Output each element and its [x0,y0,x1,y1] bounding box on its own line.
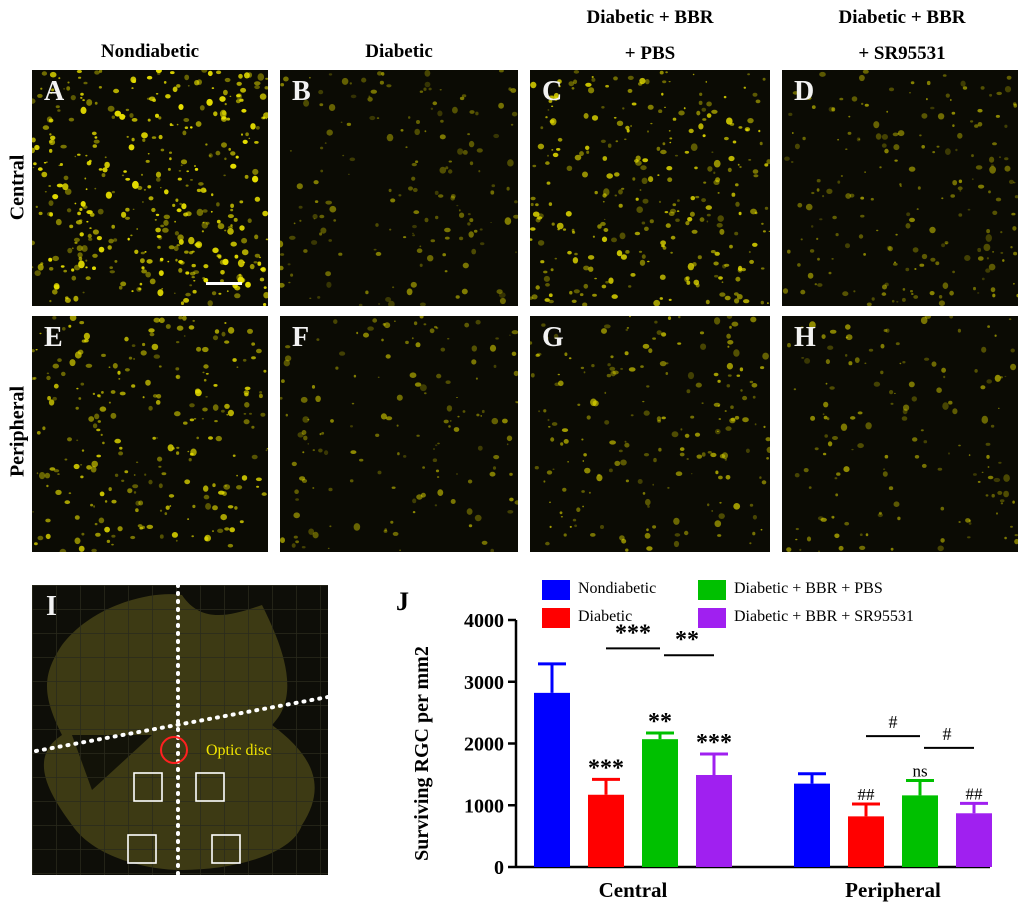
micrograph-panel-b: B [280,70,518,306]
significance-label: *** [696,730,732,756]
bar-chart-panel: J Nondiabetic Diabetic Diabetic + BBR + … [388,575,1018,905]
fluorescent-cells [782,316,1018,552]
row-header-central: Central [6,154,29,221]
fluorescent-cells [530,316,770,552]
optic-disc-label: Optic disc [206,742,271,759]
legend-label: Diabetic [578,608,633,625]
column-header-line: Diabetic + BBR [586,7,714,28]
sample-box [195,772,225,802]
comparison-label: # [889,712,898,732]
panel-label: J [396,587,409,616]
legend-label: Diabetic + BBR + SR95531 [734,608,914,625]
column-header-line: + SR95531 [858,43,946,64]
micrograph-panel-e: E [32,316,268,552]
micrograph-panel-c: C [530,70,770,306]
panel-label: E [44,322,63,353]
optic-disc-marker [160,736,188,764]
retina-flatmount-illustration: Optic disc [32,585,328,875]
sample-box [133,772,163,802]
fluorescent-cells [32,70,268,306]
retina-flatmount-panel: Optic disc I [32,585,328,875]
significance-label: ## [966,784,984,803]
y-axis-label: Surviving RGC per mm2 [411,646,433,861]
sample-box [211,834,241,864]
column-header-line: Diabetic + BBR [838,7,966,28]
column-header-line: Diabetic [365,41,433,62]
significance-label: *** [588,755,624,781]
fluorescent-cells [782,70,1018,306]
scale-bar [206,282,242,285]
fluorescent-cells [280,316,518,552]
legend-swatch-diabetic [542,608,570,628]
panel-label: D [794,76,815,107]
column-header-diabetic: Diabetic [279,34,519,70]
bar [794,783,830,867]
legend-swatch-nondiabetic [542,580,570,600]
bar [534,692,570,867]
y-tick-label: 4000 [464,610,504,632]
significance-label: ** [648,709,672,735]
legend-label: Nondiabetic [578,580,657,597]
legend-swatch-bbr-pbs [698,580,726,600]
significance-label: ns [912,762,927,781]
micrograph-panel-a: A [32,70,268,306]
y-tick-label: 1000 [464,795,504,817]
dotted-axis-diagonal [34,695,328,753]
significance-label: ## [858,785,876,804]
micrograph-panel-g: G [530,316,770,552]
panel-label: B [292,76,311,107]
bar [696,774,732,867]
legend-swatch-bbr-sr95531 [698,608,726,628]
bar-chart: Surviving RGC per mm2 0 1000 2000 3000 4000 **… [411,610,992,902]
micrograph-panel-d: D [782,70,1018,306]
panel-label: A [44,76,65,107]
bar [902,795,938,867]
y-tick-label: 3000 [464,672,504,694]
column-header-line: Nondiabetic [100,41,200,62]
row-header-peripheral: Peripheral [6,385,29,478]
legend-label: Diabetic + BBR + PBS [734,580,883,597]
micrograph-panel-h: H [782,316,1018,552]
y-tick-label: 2000 [464,734,504,756]
bar [642,739,678,867]
panel-label: H [794,322,816,353]
panel-label: C [542,76,563,107]
fluorescent-cells [530,70,770,306]
column-header-diabetic-bbr-pbs: Diabetic + BBR + PBS [530,0,770,72]
x-tick-label: Peripheral [845,878,941,902]
bar [848,816,884,867]
fluorescent-cells [280,70,518,306]
bar [588,794,624,867]
comparison-label: *** [615,620,651,646]
fluorescent-cells [32,316,268,552]
column-header-diabetic-bbr-sr95531: Diabetic + BBR + SR95531 [782,0,1021,72]
panel-label: F [292,322,310,353]
micrograph-panel-f: F [280,316,518,552]
panel-label: I [46,591,57,622]
bar [956,813,992,867]
x-tick-label: Central [599,878,668,902]
sample-box [127,834,157,864]
comparison-label: ** [675,627,699,653]
y-tick-label: 0 [494,857,504,879]
column-header-nondiabetic: Nondiabetic [30,34,270,70]
comparison-label: # [943,724,952,744]
column-header-line: + PBS [624,43,676,64]
panel-label: G [542,322,564,353]
